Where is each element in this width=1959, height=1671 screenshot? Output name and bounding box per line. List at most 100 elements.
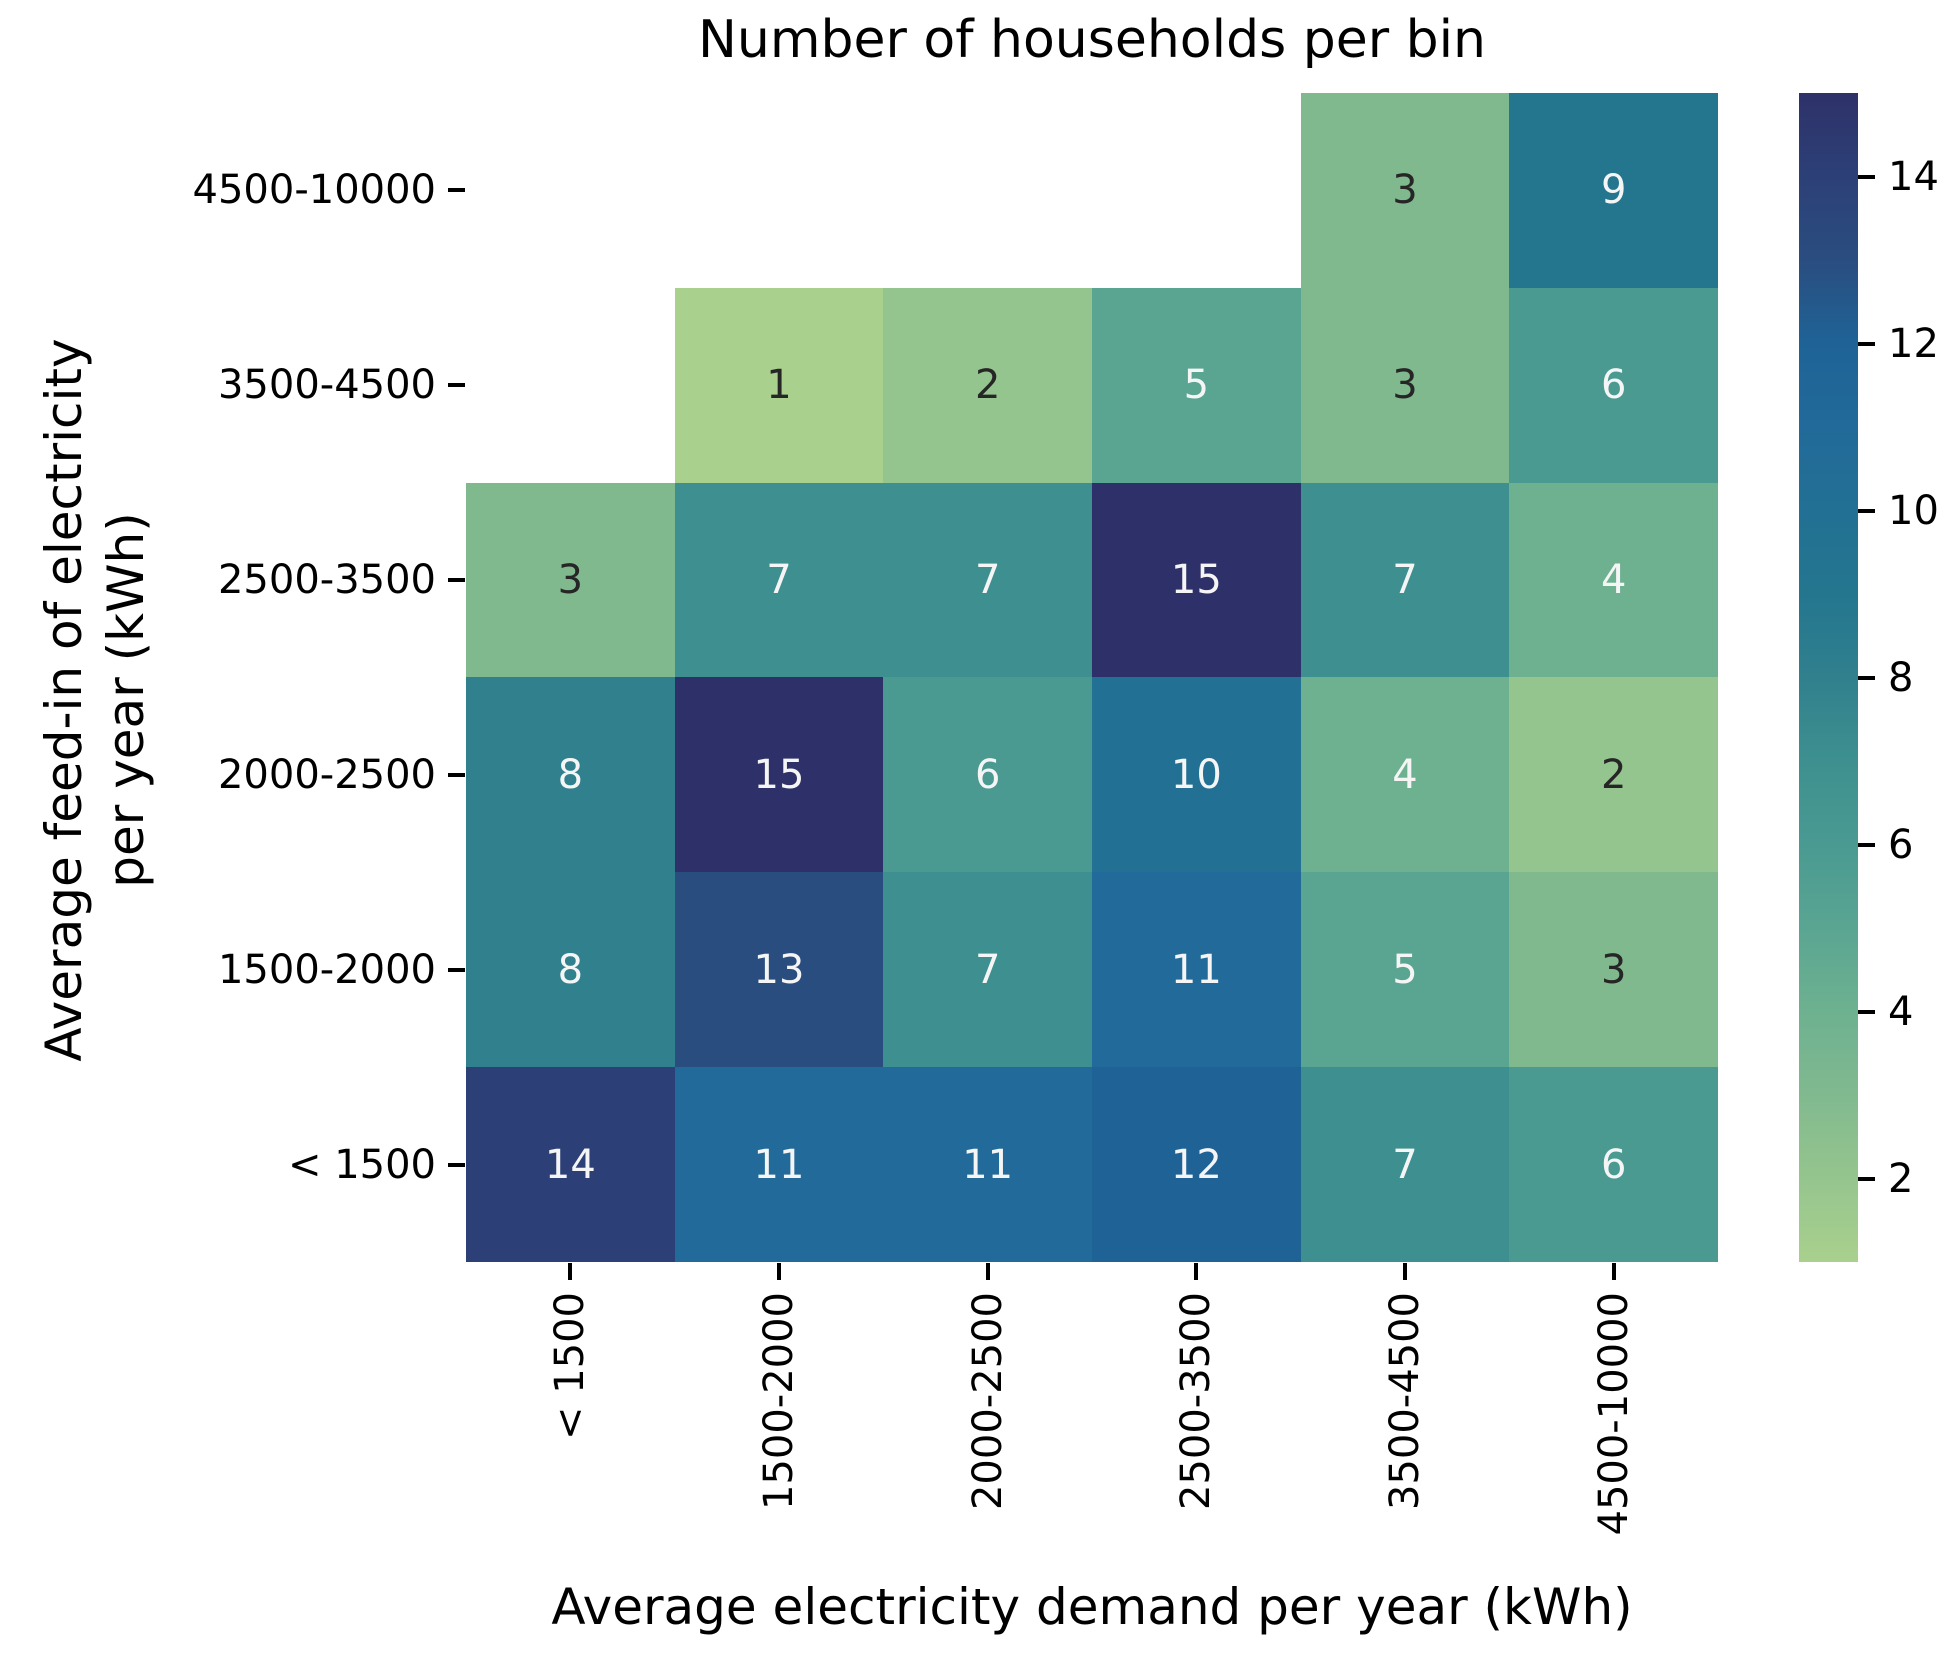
colorbar-tick-mark [1858,842,1875,847]
y-tick-label: 2000-2500 [217,751,436,798]
x-axis-label: Average electricity demand per year (kWh… [551,1578,1633,1636]
heatmap-cell: 14 [466,1067,675,1262]
x-tick-label: 2000-2500 [964,1292,1011,1511]
colorbar-tick-mark [1858,508,1875,513]
colorbar-tick-mark [1858,1176,1875,1181]
heatmap-cell: 3 [1509,872,1718,1068]
heatmap-cell: 5 [1300,872,1510,1068]
cell-value-label: 7 [974,557,1001,604]
cell-value-label: 10 [1170,751,1222,798]
colorbar-tick-label: 6 [1888,821,1914,868]
heatmap-cell: 3 [466,482,675,678]
cell-value-label: 6 [974,751,1001,798]
y-tick-label: < 1500 [287,1141,436,1188]
cell-value-label: 14 [544,1141,596,1188]
heatmap-cell: 2 [883,287,1092,483]
cell-value-label: 5 [1392,946,1418,993]
heatmap-cell: 5 [1092,287,1301,483]
cell-value-label: 3 [557,557,584,604]
x-tick-mark [1403,1263,1407,1280]
heatmap-cell: 8 [466,677,675,873]
heatmap-cell: 4 [1300,677,1510,873]
cell-value-label: 15 [1170,557,1222,604]
y-tick-mark [448,772,465,777]
heatmap-cell: 7 [883,872,1092,1068]
cell-value-label: 3 [1392,362,1418,409]
cell-value-label: 11 [1170,946,1222,993]
cell-value-label: 11 [753,1141,805,1188]
y-tick-mark [448,188,465,193]
heatmap-cell: 11 [1092,872,1301,1068]
y-axis-label: Average feed-in of electricity per year … [33,80,157,1320]
colorbar-tick-mark [1858,675,1875,680]
y-tick-mark [448,1162,465,1167]
cell-value-label: 2 [974,362,1001,409]
heatmap-cell [466,288,675,483]
heatmap-cell: 7 [674,482,884,678]
y-tick-label: 4500-10000 [192,167,436,214]
colorbar-tick-mark [1858,341,1875,346]
heatmap-cell: 4 [1509,482,1718,678]
cell-value-label: 4 [1600,557,1627,604]
colorbar-tick-mark [1858,1009,1875,1014]
x-tick-label: 2500-3500 [1173,1292,1220,1511]
heatmap-cell [675,93,884,288]
y-axis-label-line1: Average feed-in of electricity [35,338,93,1062]
y-tick-mark [448,967,465,972]
cell-value-label: 7 [766,557,792,604]
x-tick-mark [777,1263,781,1280]
cell-value-label: 1 [766,362,792,409]
colorbar-tick-label: 8 [1888,654,1914,701]
heatmap-cell: 7 [1300,482,1510,678]
y-tick-mark [448,578,465,583]
chart-title: Number of households per bin [697,10,1487,70]
heatmap-cell: 11 [883,1067,1092,1262]
x-tick-label: 4500-10000 [1590,1292,1637,1536]
heatmap-cell: 6 [883,677,1092,873]
cell-value-label: 9 [1600,167,1627,214]
y-tick-mark [448,383,465,388]
x-tick-label: 3500-4500 [1382,1292,1428,1511]
cell-value-label: 8 [557,751,584,798]
heatmap-cell: 11 [674,1067,884,1262]
heatmap-grid: 3 9 1 2 5 3 6 3 7 7 15 7 4 8 15 6 10 4 2 8 13 7 11 5 3 14 11 11 12 7 6 [466,93,1718,1262]
colorbar-tick-label: 14 [1888,153,1939,200]
colorbar-tick-label: 10 [1888,487,1939,534]
heatmap-cell [883,93,1092,288]
heatmap-cell: 7 [1300,1067,1510,1262]
cell-value-label: 7 [1392,1141,1418,1188]
heatmap-cell: 2 [1509,677,1718,873]
x-tick-label: < 1500 [547,1292,594,1441]
cell-value-label: 13 [753,946,805,993]
cell-value-label: 11 [962,1141,1014,1188]
cell-value-label: 3 [1600,946,1627,993]
colorbar-tick-label: 2 [1888,1155,1914,1202]
cell-value-label: 6 [1600,362,1627,409]
heatmap-cell [466,93,675,288]
heatmap-cell: 3 [1300,93,1510,288]
heatmap-cell: 6 [1509,287,1718,483]
y-tick-label: 2500-3500 [217,557,436,604]
heatmap-cell: 7 [883,482,1092,678]
colorbar-tick-label: 12 [1888,320,1939,367]
colorbar [1799,93,1858,1262]
cell-value-label: 12 [1170,1141,1222,1188]
heatmap-cell: 8 [466,872,675,1068]
x-tick-mark [568,1263,573,1280]
cell-value-label: 6 [1600,1141,1627,1188]
y-axis-label-line2: per year (kWh) [97,512,155,888]
heatmap-cell: 3 [1300,287,1510,483]
heatmap-cell: 13 [674,872,884,1068]
heatmap-cell: 12 [1092,1067,1301,1262]
cell-value-label: 8 [557,946,584,993]
heatmap-cell: 10 [1092,677,1301,873]
x-tick-mark [1194,1263,1199,1280]
cell-value-label: 5 [1183,362,1210,409]
heatmap-cell: 9 [1509,93,1718,288]
colorbar-tick-mark [1858,174,1875,179]
x-tick-label: 1500-2000 [756,1292,802,1511]
heatmap-cell [1092,93,1301,288]
x-tick-mark [1611,1263,1616,1280]
heatmap-cell: 15 [1092,482,1301,678]
